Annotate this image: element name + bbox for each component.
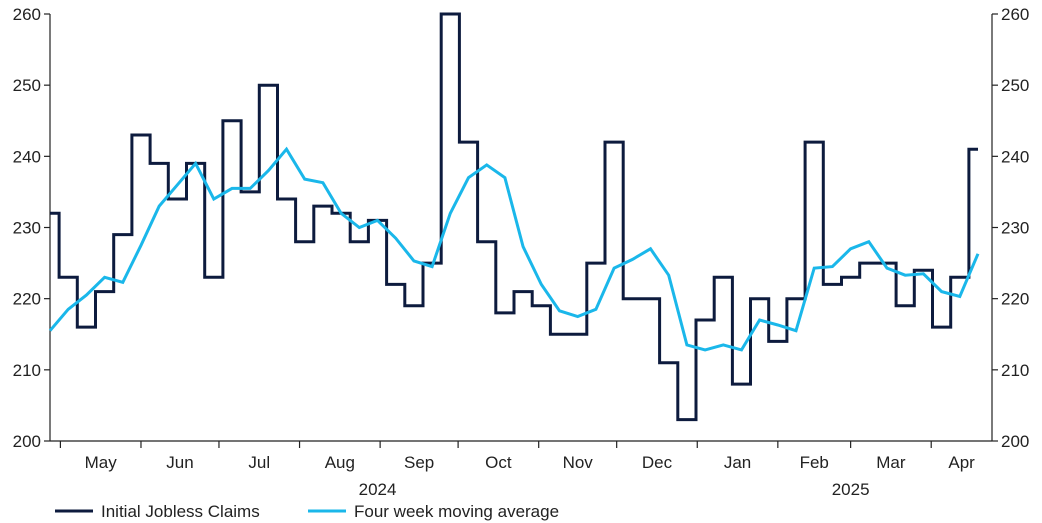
left-y-tick-label: 240 bbox=[13, 147, 41, 166]
x-tick-label: Nov bbox=[563, 453, 594, 472]
year-label: 2025 bbox=[832, 480, 870, 499]
right-y-tick-label: 260 bbox=[1001, 5, 1029, 24]
right-y-tick-label: 220 bbox=[1001, 290, 1029, 309]
left-y-tick-label: 220 bbox=[13, 290, 41, 309]
right-y-tick-label: 250 bbox=[1001, 76, 1029, 95]
x-tick-label: Jun bbox=[166, 453, 193, 472]
initial-jobless-claims-line bbox=[50, 12, 978, 422]
x-tick-label: Mar bbox=[876, 453, 906, 472]
right-y-tick-label: 200 bbox=[1001, 432, 1029, 451]
x-tick-label: May bbox=[85, 453, 118, 472]
x-tick-label: Jan bbox=[724, 453, 751, 472]
four-week-moving-average-line bbox=[48, 146, 980, 352]
x-tick-label: Sep bbox=[404, 453, 434, 472]
right-y-tick-label: 210 bbox=[1001, 361, 1029, 380]
series-lines bbox=[48, 12, 980, 422]
x-tick-label: Feb bbox=[800, 453, 829, 472]
left-y-tick-label: 210 bbox=[13, 361, 41, 380]
left-y-tick-label: 250 bbox=[13, 76, 41, 95]
right-y-tick-label: 230 bbox=[1001, 219, 1029, 238]
left-y-tick-label: 200 bbox=[13, 432, 41, 451]
x-tick-label: Oct bbox=[485, 453, 512, 472]
x-tick-label: Aug bbox=[325, 453, 355, 472]
legend-initial-jobless-claims-label: Initial Jobless Claims bbox=[101, 502, 260, 521]
x-tick-label: Jul bbox=[248, 453, 270, 472]
legend: Initial Jobless Claims Four week moving a… bbox=[55, 502, 559, 521]
left-y-tick-label: 230 bbox=[13, 219, 41, 238]
legend-four-week-moving-average-label: Four week moving average bbox=[354, 502, 559, 521]
left-y-tick-label: 260 bbox=[13, 5, 41, 24]
axes: 200 200 210 210 220 220 230 230 240 240 250 250 260 2… bbox=[13, 5, 1030, 499]
x-tick-label: Apr bbox=[948, 453, 975, 472]
x-tick-label: Dec bbox=[642, 453, 673, 472]
right-y-tick-label: 240 bbox=[1001, 147, 1029, 166]
year-label: 2024 bbox=[359, 480, 397, 499]
